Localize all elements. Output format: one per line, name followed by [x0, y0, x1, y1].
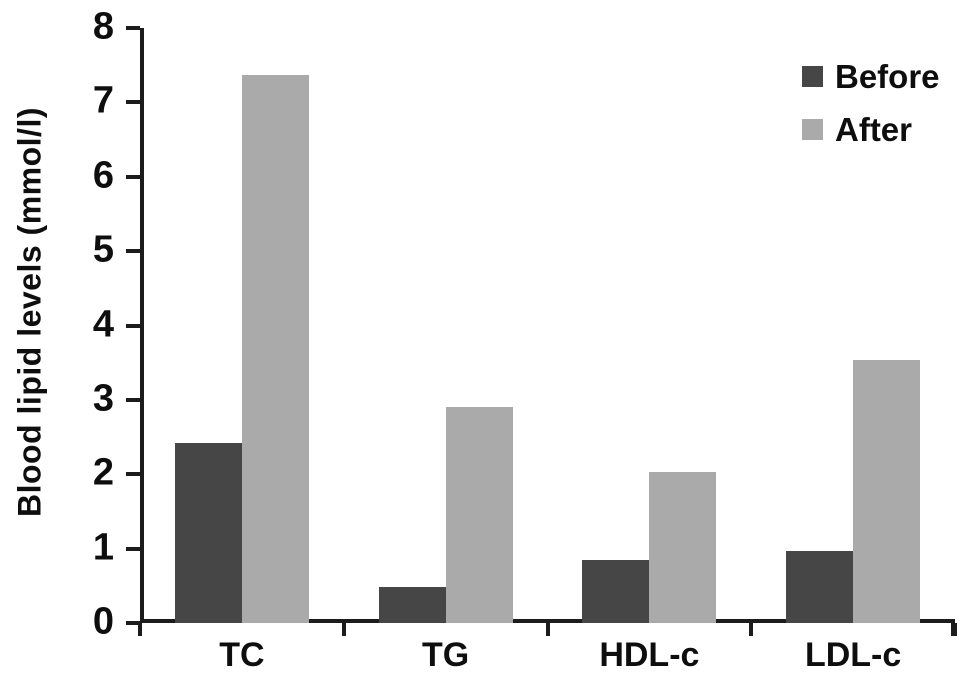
- y-tick: [126, 472, 140, 477]
- y-tick: [126, 546, 140, 551]
- legend-swatch-after-icon: [802, 119, 823, 140]
- y-axis-title: Blood lipid levels (mmol/l): [11, 107, 48, 517]
- bar-after-tg: [445, 406, 513, 623]
- y-tick: [126, 249, 140, 254]
- y-tick: [126, 26, 140, 30]
- y-tick-label: 1: [92, 526, 114, 569]
- bar-before-hdl-c: [582, 559, 650, 623]
- y-tick-label: 2: [92, 451, 114, 494]
- y-tick: [126, 100, 140, 105]
- y-tick-label: 5: [92, 228, 114, 271]
- x-category-label: TC: [219, 636, 265, 674]
- bar-after-hdl-c: [649, 472, 717, 623]
- y-tick-label: 6: [92, 154, 114, 197]
- y-tick: [126, 621, 140, 625]
- bar-before-ldl-c: [786, 550, 854, 623]
- y-tick-label: 7: [92, 79, 114, 122]
- bar-after-tc: [241, 74, 309, 623]
- y-tick: [126, 174, 140, 179]
- x-tick: [138, 623, 142, 636]
- x-tick: [545, 623, 550, 636]
- legend-swatch-before-icon: [802, 66, 823, 87]
- legend-label-after: After: [835, 111, 913, 148]
- y-tick-label: 4: [92, 302, 114, 345]
- x-category-label: TG: [422, 636, 470, 674]
- legend: Before After: [802, 60, 940, 166]
- bar-before-tg: [378, 587, 446, 623]
- x-category-label: LDL-c: [804, 636, 902, 674]
- bar-before-tc: [174, 443, 242, 623]
- x-tick: [953, 623, 957, 636]
- bar-after-ldl-c: [853, 360, 921, 623]
- y-tick-label: 0: [92, 600, 114, 643]
- legend-label-before: Before: [835, 58, 940, 95]
- x-axis-line: [140, 619, 955, 623]
- x-category-label: HDL-c: [599, 636, 700, 674]
- x-tick: [341, 623, 346, 636]
- legend-item-after: After: [802, 113, 940, 146]
- legend-item-before: Before: [802, 60, 940, 93]
- y-tick-label: 8: [92, 5, 114, 48]
- y-tick: [126, 397, 140, 402]
- y-tick: [126, 323, 140, 328]
- x-tick: [749, 623, 754, 636]
- y-axis-line: [140, 28, 144, 623]
- y-tick-label: 3: [92, 377, 114, 420]
- plot-area: 0 1 2 3 4 5 6 7 8 TC TG HDL-c LDL-c: [93, 7, 957, 672]
